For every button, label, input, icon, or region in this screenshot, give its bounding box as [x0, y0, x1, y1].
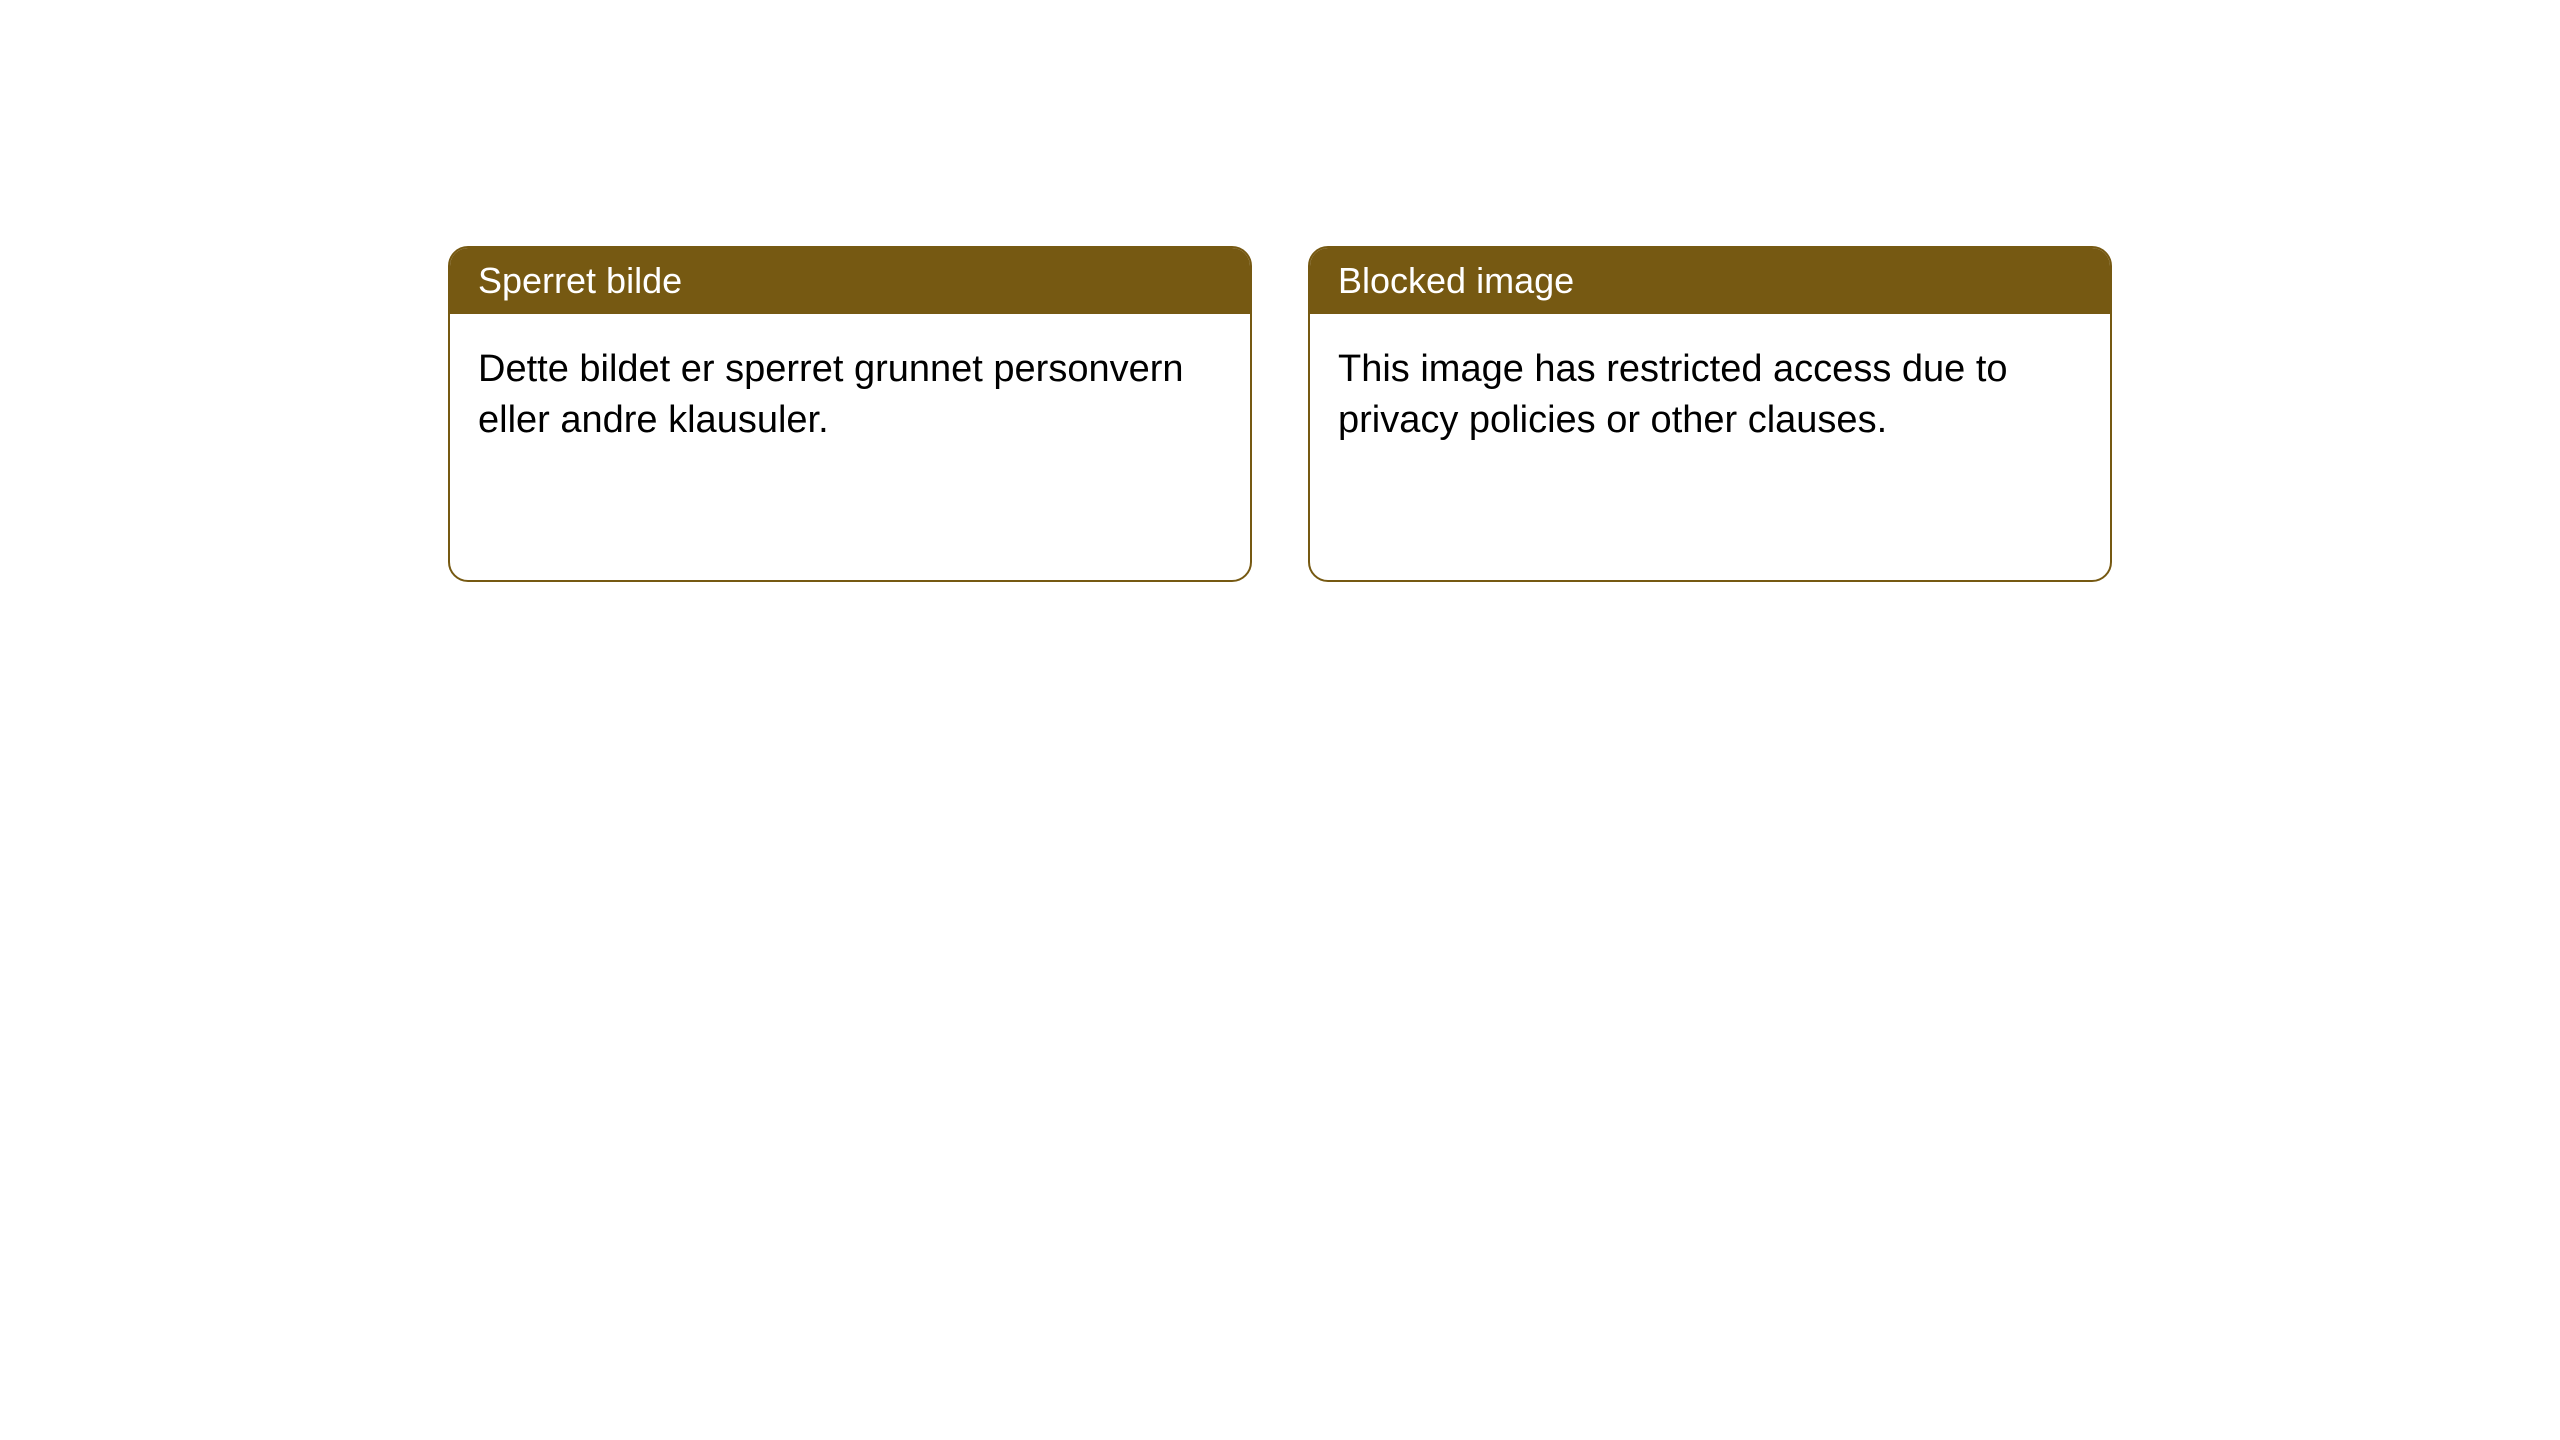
notice-body: This image has restricted access due to …	[1310, 314, 2110, 477]
notice-container: Sperret bilde Dette bildet er sperret gr…	[0, 0, 2560, 582]
notice-title: Blocked image	[1310, 248, 2110, 314]
notice-card-english: Blocked image This image has restricted …	[1308, 246, 2112, 582]
notice-title: Sperret bilde	[450, 248, 1250, 314]
notice-card-norwegian: Sperret bilde Dette bildet er sperret gr…	[448, 246, 1252, 582]
notice-body: Dette bildet er sperret grunnet personve…	[450, 314, 1250, 477]
